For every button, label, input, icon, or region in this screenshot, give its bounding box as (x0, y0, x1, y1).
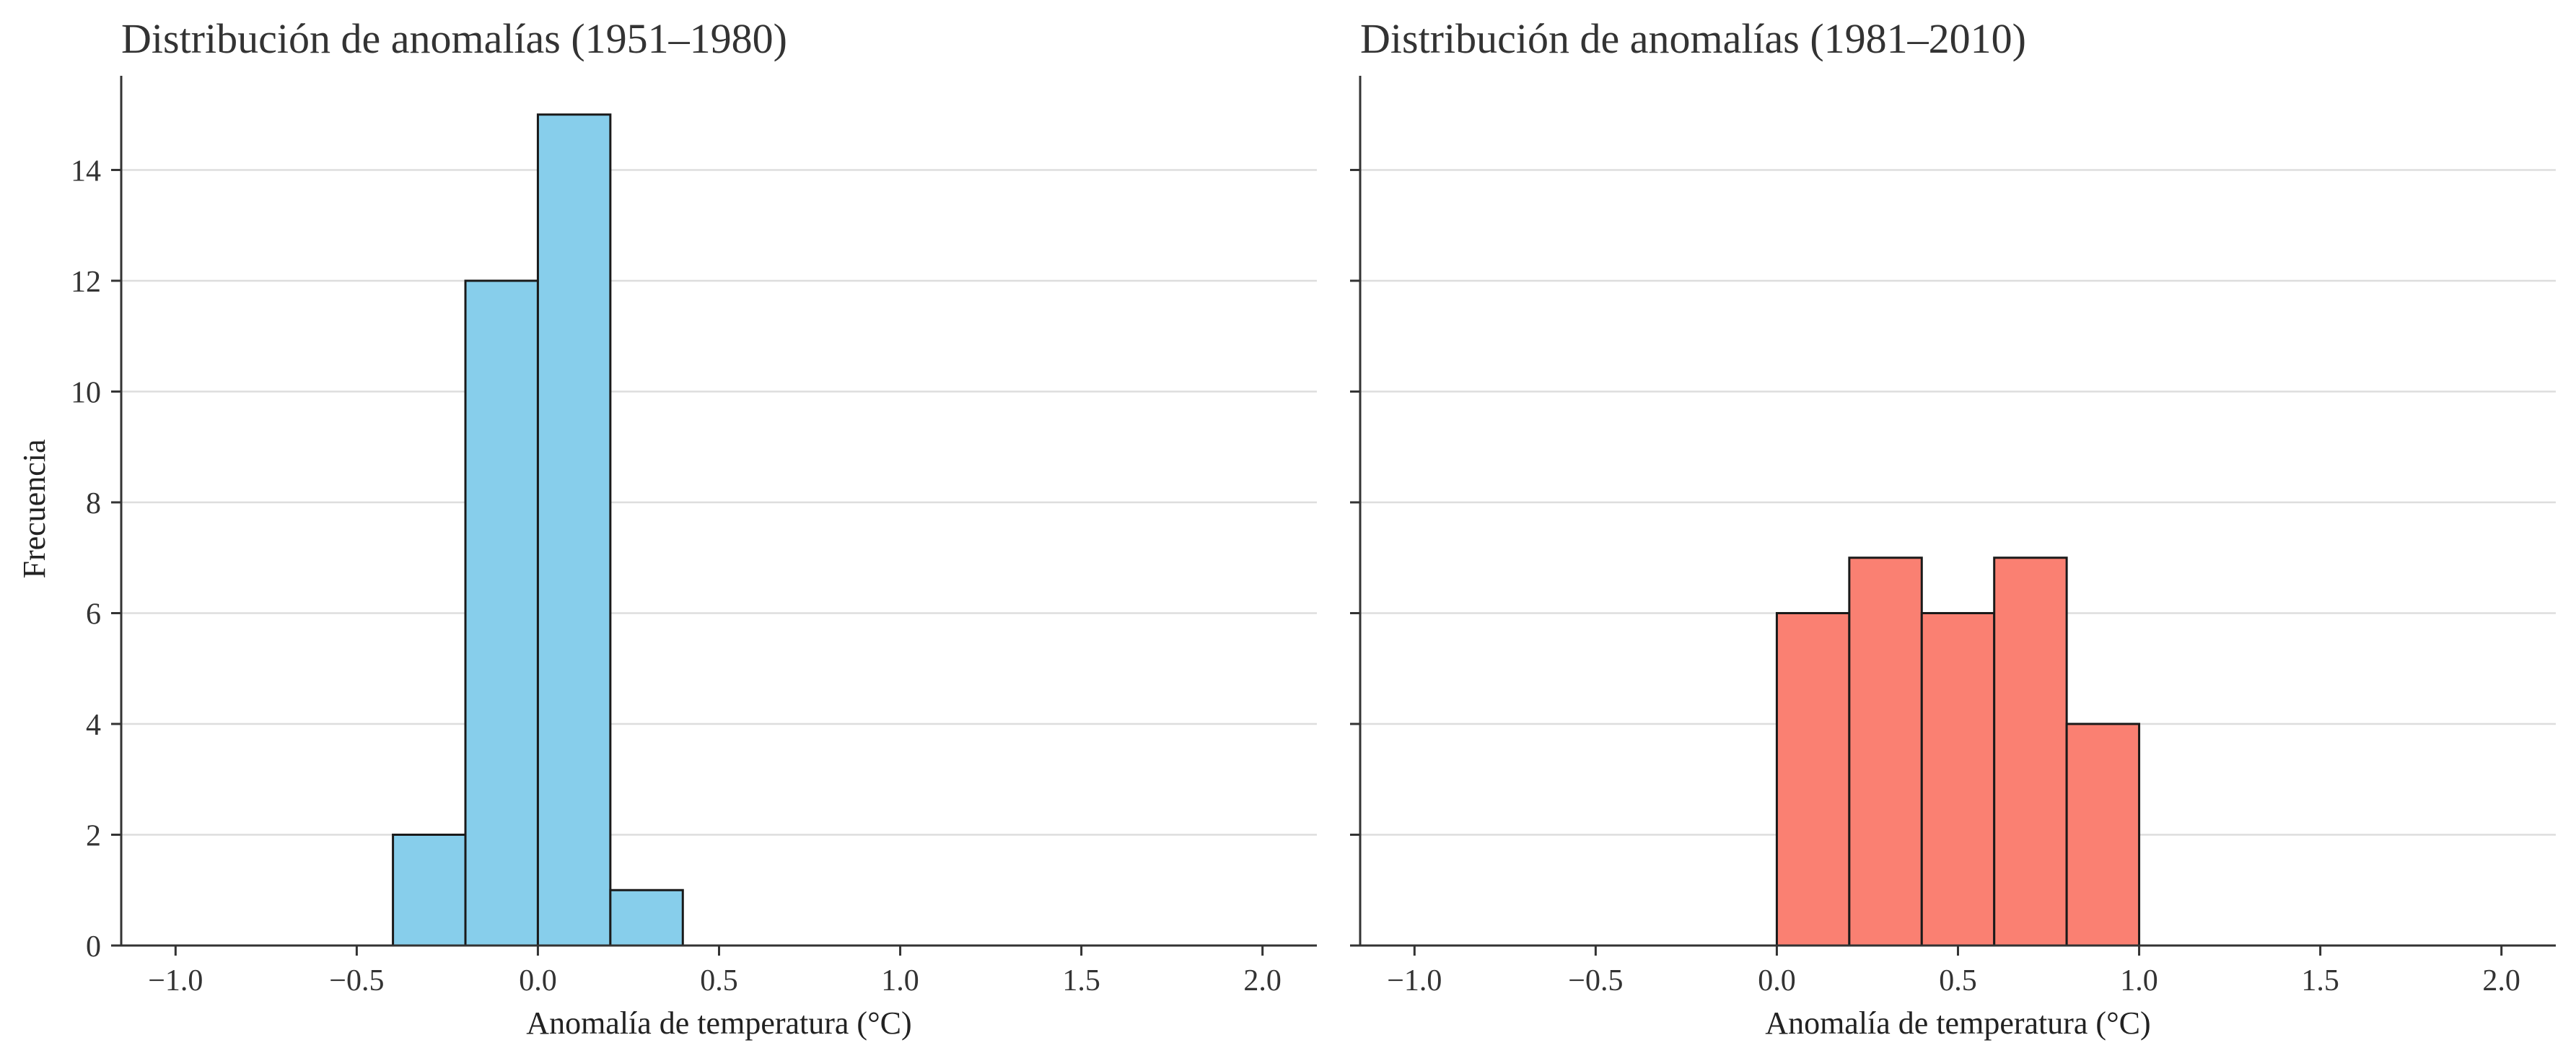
panel-title: Distribución de anomalías (1951–1980) (121, 15, 787, 62)
x-tick-label: 1.5 (1062, 964, 1100, 997)
x-tick-label: 0.5 (1939, 964, 1977, 997)
y-tick-label: 6 (86, 598, 101, 631)
histogram-bar (464, 279, 539, 947)
histogram-bar (609, 888, 684, 947)
histogram-bar (1848, 556, 1923, 947)
y-tick-label: 0 (86, 930, 101, 964)
left-histogram-panel: 0 2 4 6 8 10 12 14 −1.0 −0.5 0.0 0.5 1.0 1.5 2.0 Anomal… (71, 15, 1317, 1041)
histogram-bar (1920, 611, 1996, 947)
y-tick-label: 4 (86, 709, 101, 742)
x-tick-label: −1.0 (148, 964, 203, 997)
y-tick-label: 10 (71, 376, 101, 409)
y-axis-label: Frecuencia (17, 440, 52, 579)
histogram-bar (536, 113, 612, 947)
x-tick-label: 0.5 (700, 964, 738, 997)
x-tick-label: 0.0 (1758, 964, 1796, 997)
histogram-bar (1775, 611, 1851, 947)
x-tick-label: 0.0 (519, 964, 557, 997)
x-axis-label: Anomalía de temperatura (°C) (526, 1005, 911, 1041)
x-tick-label: 1.0 (2120, 964, 2158, 997)
x-tick-label: 1.5 (2301, 964, 2339, 997)
x-tick-label: −1.0 (1387, 964, 1442, 997)
histogram-bar (392, 833, 467, 947)
y-tick-label: 8 (86, 487, 101, 520)
panel-title: Distribución de anomalías (1981–2010) (1360, 15, 2026, 62)
y-tick-label: 14 (71, 154, 101, 188)
y-tick-label: 2 (86, 819, 101, 852)
x-tick-label: −0.5 (1568, 964, 1623, 997)
x-tick-label: −0.5 (329, 964, 384, 997)
y-tick-label: 12 (71, 266, 101, 299)
right-histogram-panel: −1.0 −0.5 0.0 0.5 1.0 1.5 2.0 Anomalía de tempe… (1350, 15, 2556, 1041)
x-axis-label: Anomalía de temperatura (°C) (1765, 1005, 2150, 1041)
x-tick-label: 2.0 (1243, 964, 1282, 997)
histogram-bar (2065, 722, 2141, 947)
histogram-bar (1993, 556, 2068, 947)
x-tick-label: 1.0 (881, 964, 919, 997)
x-tick-label: 2.0 (2482, 964, 2520, 997)
